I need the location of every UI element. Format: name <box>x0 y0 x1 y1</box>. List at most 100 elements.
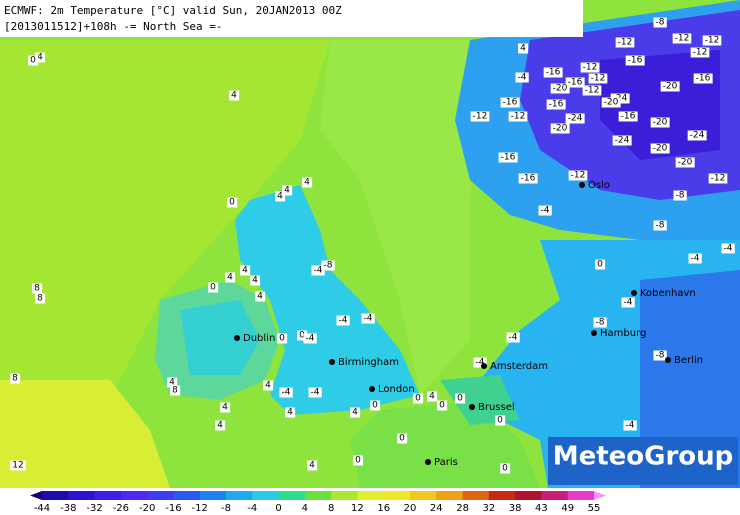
contour-label: -4 <box>314 266 323 276</box>
contour-label: 4 <box>429 392 435 402</box>
city-name: Oslo <box>588 180 610 191</box>
contour-label: -12 <box>571 171 586 181</box>
contour-label-box <box>653 350 667 361</box>
contour-label: -4 <box>624 298 633 308</box>
legend-tick-label: 0 <box>275 503 281 514</box>
contour-label: -20 <box>553 124 568 134</box>
contour-label-box <box>285 407 296 418</box>
contour-label: 8 <box>172 386 178 396</box>
contour-label: 4 <box>265 381 271 391</box>
contour-label-box <box>687 130 707 141</box>
legend-tick-label: 49 <box>561 503 574 514</box>
contour-label-box <box>538 205 552 216</box>
contour-label-box <box>498 152 518 163</box>
contour-label-box <box>275 191 286 202</box>
contour-label: 0 <box>299 331 305 341</box>
contour-label: 0 <box>30 56 36 66</box>
contour-label: -16 <box>549 100 564 110</box>
legend-swatch <box>357 491 385 500</box>
contour-label: -8 <box>596 318 605 328</box>
contour-label-box <box>621 297 635 308</box>
contour-label: -12 <box>591 74 606 84</box>
legend-swatch <box>383 491 411 500</box>
contour-label: -20 <box>653 118 668 128</box>
contour-label-box <box>721 243 735 254</box>
contour-labels: -8-12 -12 -12-16-12-12-16-4 -12-16-12 -20-16… <box>10 17 735 474</box>
legend-tick-label: 24 <box>430 503 443 514</box>
contour-label: -12 <box>583 63 598 73</box>
city-dot <box>329 359 335 365</box>
legend-arrow <box>594 491 606 500</box>
city-name: Berlin <box>674 355 703 366</box>
warm-region <box>0 380 170 488</box>
contour-label: 4 <box>242 266 248 276</box>
contour-label-box <box>612 135 632 146</box>
contour-label: -8 <box>656 18 665 28</box>
legend-swatch <box>488 491 516 500</box>
contour-label: 4 <box>287 408 293 418</box>
contour-label-box <box>550 123 570 134</box>
legend-tick-label: -12 <box>192 503 208 514</box>
contour-label-box <box>307 460 318 471</box>
contour-label-box <box>208 282 219 293</box>
contour-label-box <box>321 260 335 271</box>
logo-box <box>548 437 738 485</box>
contour-label: 0 <box>415 394 421 404</box>
legend-swatch <box>541 491 569 500</box>
contour-label-box <box>250 275 261 286</box>
contour-label-box <box>167 377 178 388</box>
contour-label-box <box>618 111 638 122</box>
contour-label: -16 <box>696 74 711 84</box>
contour-label: -16 <box>521 174 536 184</box>
contour-label-box <box>660 81 680 92</box>
contour-label: 0 <box>597 260 603 270</box>
contour-label-box <box>361 313 375 324</box>
legend-tick-label: 4 <box>302 503 308 514</box>
contour-label-box <box>702 35 722 46</box>
contour-label: -12 <box>693 48 708 58</box>
contour-label: 4 <box>231 91 237 101</box>
contour-label: -20 <box>663 82 678 92</box>
contour-label: -20 <box>553 84 568 94</box>
contour-label-box <box>673 190 687 201</box>
contour-label: 0 <box>439 401 445 411</box>
city-dot <box>631 290 637 296</box>
legend-swatch <box>515 491 542 500</box>
legend-swatch <box>278 491 306 500</box>
legend-tick-label: 43 <box>535 503 548 514</box>
city-name: Hamburg <box>600 328 646 339</box>
contour-label-box <box>279 387 293 398</box>
contour-label-box <box>277 333 288 344</box>
legend-tick-label: -20 <box>139 503 155 514</box>
city-name: Kobenhavn <box>640 288 696 299</box>
contour-label: 0 <box>210 283 216 293</box>
contour-label: -4 <box>509 333 518 343</box>
legend-swatch <box>252 491 280 500</box>
city-dot <box>234 335 240 341</box>
contour-label-box <box>653 220 667 231</box>
contour-label: -12 <box>705 36 720 46</box>
contour-label-box <box>550 83 570 94</box>
contour-label-box <box>623 420 637 431</box>
contour-label-box <box>350 407 361 418</box>
contour-label-box <box>601 97 621 108</box>
contour-label: 4 <box>37 53 43 63</box>
city-name: Paris <box>434 457 458 468</box>
legend-tick-label: -44 <box>34 503 50 514</box>
contour-label: 4 <box>217 421 223 431</box>
contour-label: 0 <box>497 416 503 426</box>
contour-label: -4 <box>339 316 348 326</box>
legend-tick-label: 28 <box>456 503 469 514</box>
contour-label-box <box>455 393 466 404</box>
cities: Oslo Kobenhavn Hamburg Berlin Amsterdam Bruss… <box>234 180 703 468</box>
contour-label-box <box>220 402 231 413</box>
contour-label-box <box>565 77 585 88</box>
contour-label: 8 <box>37 294 43 304</box>
benelux <box>440 375 520 425</box>
legend-swatch <box>436 491 464 500</box>
contour-label-box <box>308 387 322 398</box>
contour-label-box <box>708 173 728 184</box>
city-name: Dublin <box>243 333 275 344</box>
contour-label-box <box>336 315 350 326</box>
